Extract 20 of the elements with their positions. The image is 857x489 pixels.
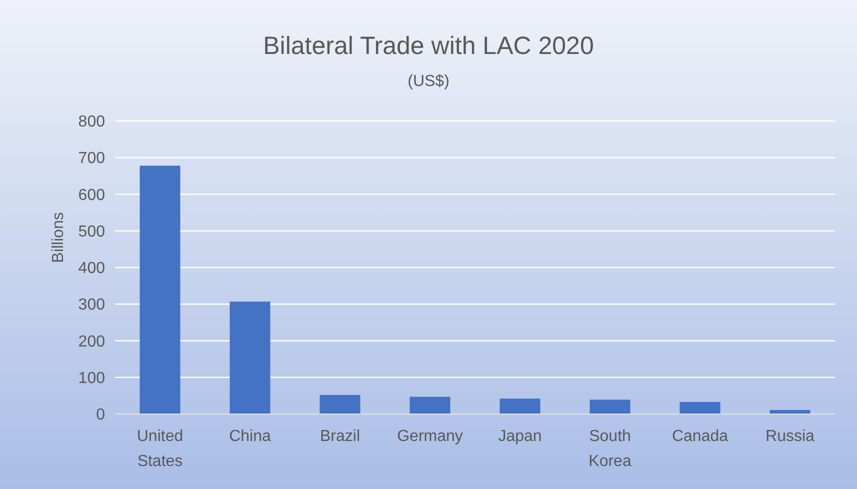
y-tick-label: 600	[78, 186, 106, 204]
y-tick-label: 500	[78, 223, 106, 240]
x-tick-label: Russia	[766, 428, 815, 445]
x-tick-label: Japan	[498, 428, 542, 445]
x-tick-label: China	[229, 428, 271, 445]
x-tick-label: Canada	[672, 428, 728, 445]
y-tick-label: 400	[78, 260, 106, 278]
x-tick-label: Germany	[397, 428, 463, 445]
x-tick-label: United States	[136, 428, 184, 470]
y-tick-label: 300	[78, 296, 106, 314]
chart-title: Bilateral Trade with LAC 2020	[263, 32, 594, 60]
x-tick-label: Brazil	[320, 428, 360, 445]
y-tick-label: 700	[78, 150, 106, 168]
x-tick-label: South Korea	[588, 428, 632, 470]
y-tick-label: 0	[96, 406, 106, 424]
y-axis-title: Billions	[50, 212, 67, 263]
y-tick-label: 100	[78, 370, 106, 387]
y-tick-label: 200	[78, 333, 106, 350]
chart-subtitle: (US$)	[408, 73, 450, 90]
y-tick-label: 800	[78, 114, 106, 131]
